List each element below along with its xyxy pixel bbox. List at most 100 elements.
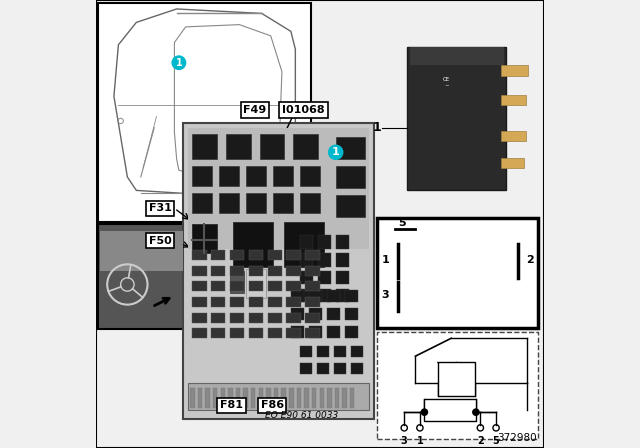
Bar: [219, 166, 239, 186]
Bar: [317, 346, 330, 357]
Text: 5: 5: [493, 436, 499, 446]
Bar: [246, 269, 266, 298]
Bar: [100, 231, 183, 271]
Bar: [327, 388, 332, 408]
Bar: [317, 235, 332, 249]
Bar: [192, 166, 212, 186]
Bar: [282, 388, 286, 408]
Text: 1: 1: [332, 147, 340, 157]
Bar: [305, 297, 319, 307]
Bar: [230, 271, 244, 293]
Bar: [438, 362, 474, 396]
Bar: [287, 250, 301, 260]
Bar: [98, 3, 311, 222]
Bar: [192, 297, 207, 307]
Text: 1: 1: [175, 58, 182, 68]
Text: 372980: 372980: [498, 433, 538, 443]
Bar: [230, 266, 244, 276]
Text: F49: F49: [243, 105, 267, 115]
Bar: [351, 363, 364, 374]
Text: 2: 2: [477, 436, 484, 446]
Bar: [249, 281, 263, 291]
Bar: [188, 128, 369, 249]
Bar: [232, 222, 273, 267]
Bar: [335, 388, 339, 408]
Bar: [268, 250, 282, 260]
Bar: [211, 266, 225, 276]
Bar: [259, 388, 263, 408]
Bar: [344, 326, 358, 338]
Text: F50: F50: [148, 236, 172, 246]
Bar: [268, 266, 282, 276]
Bar: [300, 346, 312, 357]
Bar: [211, 297, 225, 307]
Bar: [291, 326, 305, 338]
Bar: [249, 328, 263, 338]
Bar: [502, 95, 526, 105]
Bar: [300, 271, 314, 284]
Bar: [300, 253, 314, 267]
Bar: [305, 328, 319, 338]
Bar: [319, 388, 324, 408]
Bar: [190, 388, 195, 408]
Bar: [268, 281, 282, 291]
Bar: [305, 281, 319, 291]
Bar: [300, 166, 320, 186]
Bar: [211, 250, 225, 260]
Bar: [334, 363, 346, 374]
Bar: [260, 134, 284, 159]
Text: 2: 2: [526, 255, 534, 265]
Bar: [236, 388, 240, 408]
Bar: [308, 290, 322, 302]
Bar: [317, 271, 332, 284]
Bar: [335, 271, 349, 284]
Bar: [230, 250, 244, 260]
Text: 1: 1: [372, 121, 381, 134]
Text: EO E90 61 0033: EO E90 61 0033: [266, 411, 339, 420]
Text: CE
~: CE ~: [444, 78, 451, 88]
Text: 5: 5: [398, 218, 406, 228]
Bar: [326, 326, 340, 338]
Bar: [230, 281, 244, 291]
Circle shape: [421, 409, 428, 415]
Bar: [192, 250, 207, 260]
Text: F81: F81: [220, 401, 243, 410]
Bar: [305, 313, 319, 323]
Bar: [287, 328, 301, 338]
Bar: [211, 313, 225, 323]
Text: 1: 1: [381, 255, 389, 265]
Bar: [502, 158, 524, 168]
Bar: [192, 134, 217, 159]
Bar: [246, 193, 266, 213]
Bar: [287, 281, 301, 291]
Bar: [211, 281, 225, 291]
Text: F31: F31: [148, 203, 172, 213]
Bar: [192, 328, 207, 338]
Bar: [268, 297, 282, 307]
Bar: [230, 328, 244, 338]
Bar: [308, 326, 322, 338]
Bar: [335, 195, 365, 217]
Bar: [502, 65, 528, 76]
Bar: [230, 313, 244, 323]
Bar: [249, 266, 263, 276]
Bar: [249, 297, 263, 307]
Bar: [342, 388, 347, 408]
Bar: [183, 123, 374, 419]
Bar: [192, 281, 207, 291]
Bar: [334, 346, 346, 357]
Bar: [273, 166, 293, 186]
Bar: [344, 308, 358, 320]
Bar: [308, 308, 322, 320]
Bar: [211, 328, 225, 338]
Bar: [407, 47, 506, 190]
Bar: [326, 308, 340, 320]
Bar: [424, 399, 476, 421]
Bar: [98, 224, 186, 329]
Bar: [291, 308, 305, 320]
Bar: [228, 388, 233, 408]
Bar: [268, 328, 282, 338]
Bar: [410, 47, 504, 65]
Bar: [335, 235, 349, 249]
Bar: [378, 218, 538, 328]
